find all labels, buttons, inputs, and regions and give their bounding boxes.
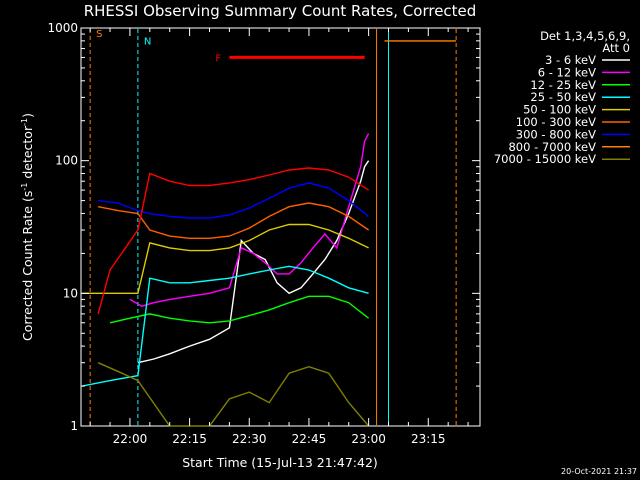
legend-entry-50-100-kev: 50 - 100 keV: [523, 103, 596, 117]
legend-entry-12-25-kev: 12 - 25 keV: [530, 78, 596, 92]
y-tick-label: 10: [63, 286, 78, 300]
legend-entry-100-300-kev: 100 - 300 keV: [516, 115, 596, 129]
y-axis-label: Corrected Count Rate (s-1 detector-1): [20, 113, 35, 341]
legend-header: Att 0: [602, 41, 630, 55]
x-tick-label: 23:00: [351, 432, 386, 446]
x-tick-label: 22:30: [232, 432, 267, 446]
plot-frame: [80, 27, 481, 427]
series-line-50-100-kev: [82, 223, 369, 294]
series-line-300-800-kev: [98, 182, 370, 219]
y-tick-label: 1000: [47, 21, 78, 35]
series-line-6-12-kev: [129, 133, 370, 307]
series-line-12-25-kev: [109, 295, 370, 324]
series-line-3-6-kev: [137, 160, 370, 364]
legend-entry-300-800-kev: 300 - 800 keV: [516, 127, 596, 141]
y-tick-label: 1: [70, 419, 78, 433]
x-tick-label: 23:15: [411, 432, 446, 446]
x-tick-label: 22:15: [172, 432, 207, 446]
legend-entry-7000-15000-kev: 7000 - 15000 keV: [494, 152, 596, 166]
marker-s-label: S: [96, 29, 102, 40]
legend-entry-800-7000-kev: 800 - 7000 keV: [508, 140, 596, 154]
legend-entry-3-6-kev: 3 - 6 keV: [545, 53, 596, 67]
series-line-7000-15000-kev: [97, 362, 370, 427]
marker-n-label: N: [144, 37, 151, 48]
series-line-red: [97, 167, 369, 315]
y-tick-label: 100: [55, 154, 78, 168]
chart-title: RHESSI Observing Summary Count Rates, Co…: [84, 2, 477, 20]
series-line-100-300-kev: [97, 202, 369, 240]
x-tick-label: 22:00: [113, 432, 148, 446]
x-tick-label: 22:45: [292, 432, 327, 446]
legend-entry-6-12-kev: 6 - 12 keV: [538, 65, 596, 79]
marker-f-label: F: [215, 53, 221, 64]
x-axis-label: Start Time (15-Jul-13 21:47:42): [182, 455, 378, 470]
legend-header: Det 1,3,4,5,6,9,: [540, 29, 630, 43]
series-line-25-50-kev: [82, 265, 369, 387]
footer-timestamp: 20-Oct-2021 21:37: [561, 467, 637, 476]
legend-entry-25-50-kev: 25 - 50 keV: [530, 90, 596, 104]
